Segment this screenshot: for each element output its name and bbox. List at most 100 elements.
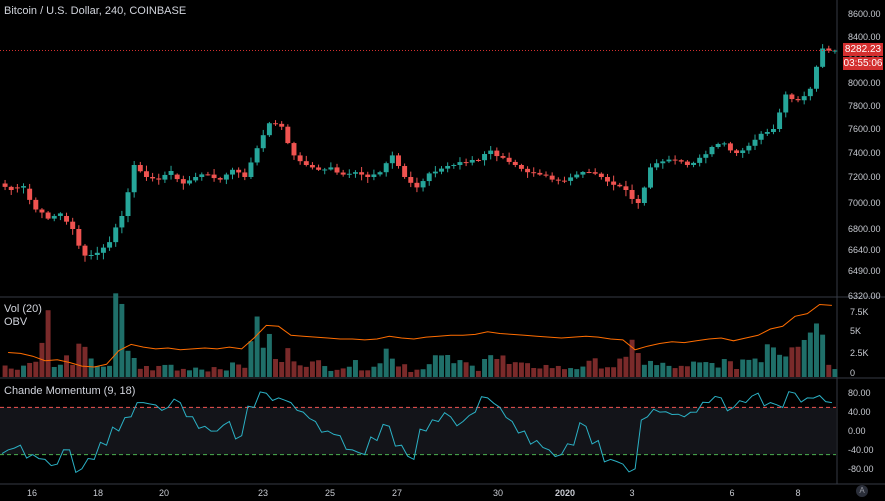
volume-bar: [414, 369, 420, 377]
volume-bar: [119, 303, 125, 377]
volume-bar: [51, 366, 57, 377]
volume-bar: [709, 362, 715, 377]
candle-body: [574, 174, 580, 178]
volume-bar: [580, 366, 586, 377]
volume-bar: [807, 332, 813, 377]
candle-body: [770, 129, 776, 133]
volume-bar: [635, 353, 641, 377]
cmo-pane-legend: Chande Momentum (9, 18): [4, 385, 135, 397]
auto-scale-icon[interactable]: A: [856, 485, 868, 497]
volume-bar: [2, 365, 8, 377]
volume-bar: [420, 369, 426, 377]
candle-body: [475, 159, 481, 161]
candle-body: [180, 179, 186, 184]
candle-body: [414, 182, 420, 188]
volume-bar: [568, 368, 574, 377]
candle-body: [303, 161, 309, 165]
candle-body: [70, 221, 76, 229]
volume-bar: [426, 364, 432, 377]
volume-bar: [629, 339, 635, 377]
volume-bar: [654, 365, 660, 377]
volume-bar: [316, 360, 322, 377]
volume-bar: [359, 370, 365, 377]
candle-body: [734, 150, 740, 153]
candle-body: [14, 187, 20, 189]
candle-body: [389, 155, 395, 164]
volume-bar: [660, 362, 666, 377]
candle-body: [236, 169, 242, 173]
volume-bar: [291, 361, 297, 377]
candle-body: [334, 167, 340, 173]
volume-bar: [82, 346, 88, 377]
candle-body: [377, 172, 383, 175]
volume-bar: [389, 358, 395, 377]
candle-body: [205, 174, 211, 176]
candle-body: [57, 213, 63, 216]
symbol-title[interactable]: Bitcoin / U.S. Dollar, 240, COINBASE: [4, 5, 187, 17]
volume-bar: [211, 367, 217, 377]
volume-bar: [451, 363, 457, 377]
candle-body: [432, 171, 438, 174]
volume-bar: [168, 364, 174, 377]
volume-tick-label: 7.5K: [850, 307, 869, 317]
candle-body: [439, 168, 444, 172]
volume-bar: [193, 367, 199, 377]
candle-body: [371, 174, 377, 177]
candle-body: [709, 147, 715, 155]
volume-bar: [156, 365, 162, 377]
candle-body: [254, 148, 260, 163]
time-axis-label: 3: [629, 488, 634, 498]
volume-bar: [285, 348, 291, 377]
volume-bar: [605, 367, 610, 377]
price-tick-label: 8000.00: [848, 78, 881, 88]
time-axis-label: 30: [493, 488, 503, 498]
cmo-line: [1, 391, 832, 474]
volume-bar: [641, 364, 647, 377]
volume-bar: [408, 371, 414, 377]
candle-body: [672, 159, 678, 161]
candle-body: [641, 187, 647, 203]
obv-indicator-label[interactable]: OBV: [4, 316, 28, 328]
candle-body: [660, 161, 666, 164]
candle-body: [500, 156, 506, 158]
candle-body: [512, 161, 518, 165]
volume-bar: [27, 362, 33, 377]
volume-bar: [64, 355, 70, 377]
candle-body: [758, 133, 764, 140]
volume-bar: [469, 365, 475, 377]
volume-bar: [537, 368, 543, 377]
volume-bar: [445, 354, 451, 377]
price-tick-label: 6490.00: [848, 266, 881, 276]
candle-body: [45, 212, 51, 219]
volume-bar: [814, 323, 819, 377]
volume-bar: [187, 370, 192, 377]
volume-bar: [789, 347, 795, 377]
volume-bar: [371, 366, 377, 377]
volume-bar: [623, 356, 629, 377]
candle-body: [82, 245, 88, 256]
cmo-indicator-label[interactable]: Chande Momentum (9, 18): [4, 385, 136, 397]
volume-bar: [727, 361, 733, 377]
candle-body: [568, 177, 574, 181]
volume-bar: [260, 347, 266, 377]
candle-body: [340, 172, 346, 175]
volume-bar: [94, 366, 100, 377]
candle-body: [143, 171, 149, 177]
volume-indicator-label[interactable]: Vol (20): [4, 303, 42, 315]
volume-bar: [764, 344, 770, 377]
candle-body: [21, 186, 26, 188]
candle-body: [119, 216, 125, 228]
candle-body: [678, 160, 684, 162]
candle-body: [801, 96, 807, 101]
candle-body: [623, 186, 629, 190]
candle-body: [654, 163, 660, 168]
candle-body: [684, 161, 690, 165]
candle-body: [402, 166, 408, 177]
volume-bar: [205, 371, 211, 377]
candle-body: [260, 135, 266, 149]
cmo-band-fill: [0, 407, 836, 455]
volume-bar: [328, 370, 334, 377]
candle-body: [463, 162, 469, 164]
volume-bar: [150, 370, 156, 377]
